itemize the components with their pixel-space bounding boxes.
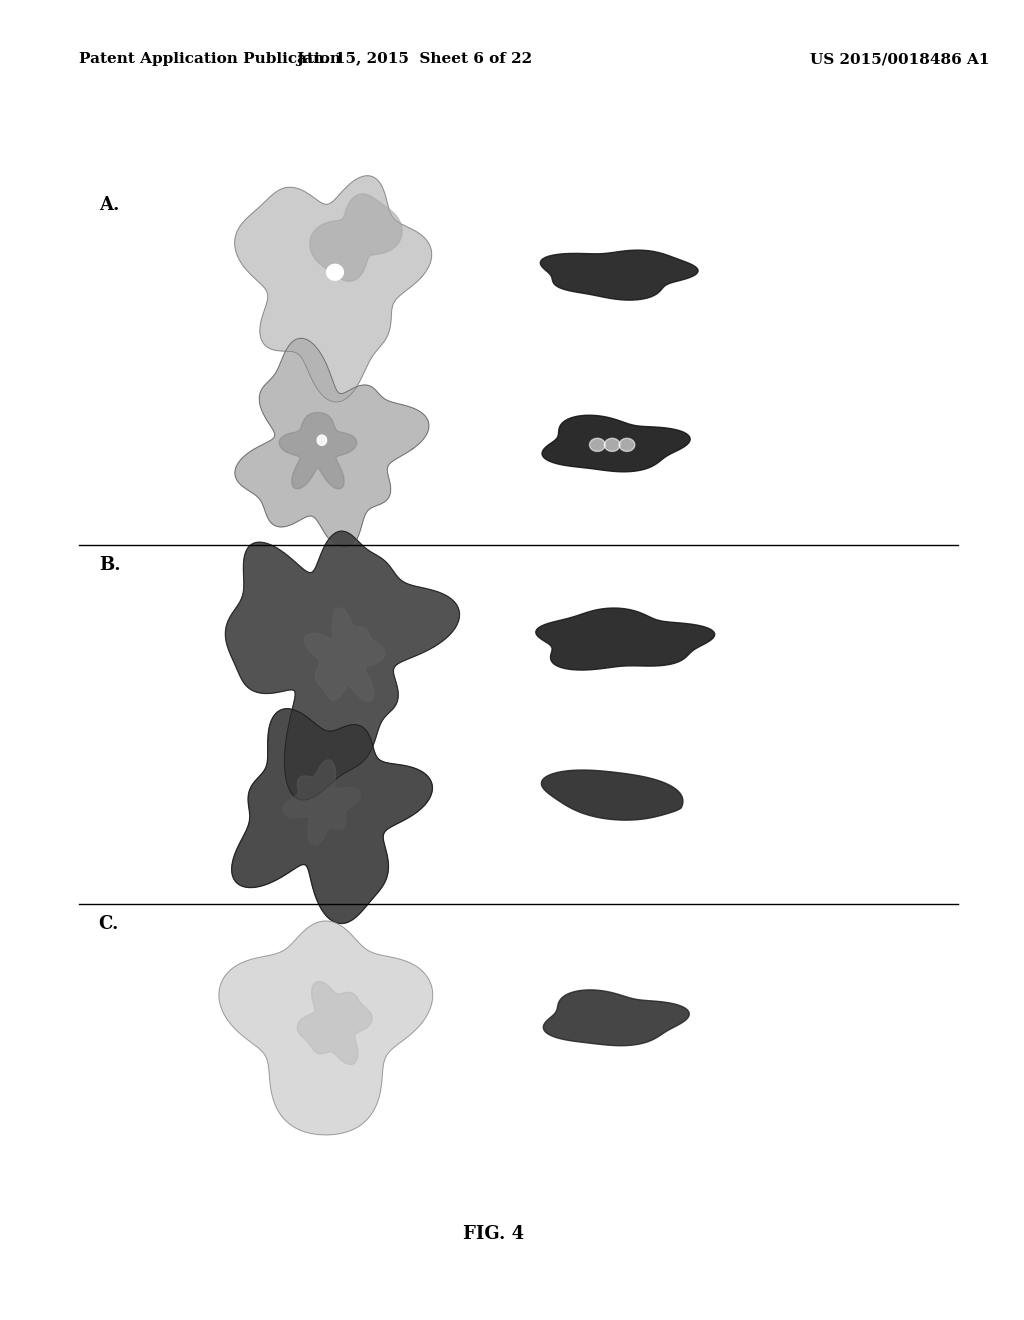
- Polygon shape: [604, 438, 621, 451]
- Polygon shape: [536, 609, 715, 671]
- Polygon shape: [280, 413, 356, 488]
- Polygon shape: [304, 609, 385, 701]
- Text: B.: B.: [98, 556, 121, 574]
- Text: Jan. 15, 2015  Sheet 6 of 22: Jan. 15, 2015 Sheet 6 of 22: [297, 53, 532, 66]
- Polygon shape: [544, 990, 689, 1045]
- Polygon shape: [225, 531, 460, 800]
- Polygon shape: [590, 438, 605, 451]
- Polygon shape: [542, 770, 683, 820]
- Polygon shape: [327, 264, 343, 280]
- Text: Patent Application Publication: Patent Application Publication: [79, 53, 341, 66]
- Text: A.: A.: [98, 195, 119, 214]
- Polygon shape: [283, 760, 360, 845]
- Polygon shape: [542, 416, 690, 471]
- Polygon shape: [219, 921, 433, 1135]
- Polygon shape: [310, 194, 402, 281]
- Polygon shape: [234, 176, 432, 403]
- Polygon shape: [297, 982, 372, 1064]
- Text: FIG. 4: FIG. 4: [463, 1225, 524, 1243]
- Polygon shape: [620, 438, 635, 451]
- Text: C.: C.: [98, 915, 119, 933]
- Text: US 2015/0018486 A1: US 2015/0018486 A1: [810, 53, 989, 66]
- Polygon shape: [317, 436, 327, 445]
- Polygon shape: [541, 251, 698, 300]
- Polygon shape: [234, 338, 429, 549]
- Polygon shape: [231, 709, 432, 924]
